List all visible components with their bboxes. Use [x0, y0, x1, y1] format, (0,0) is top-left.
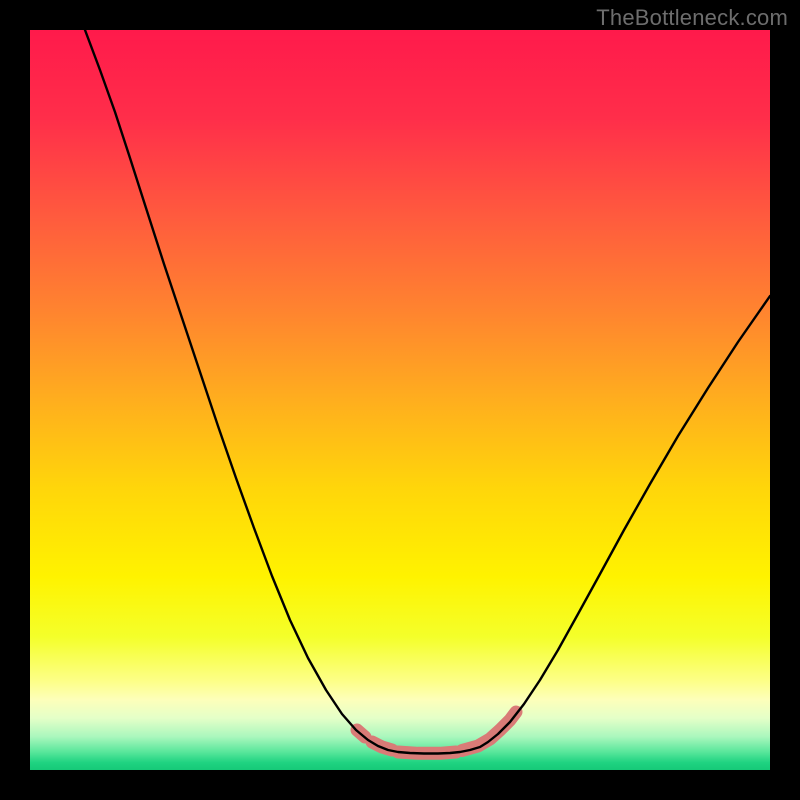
watermark-text: TheBottleneck.com — [596, 5, 788, 31]
chart-svg — [30, 30, 770, 770]
chart-frame: TheBottleneck.com — [0, 0, 800, 800]
plot-area — [30, 30, 770, 770]
gradient-background — [30, 30, 770, 770]
